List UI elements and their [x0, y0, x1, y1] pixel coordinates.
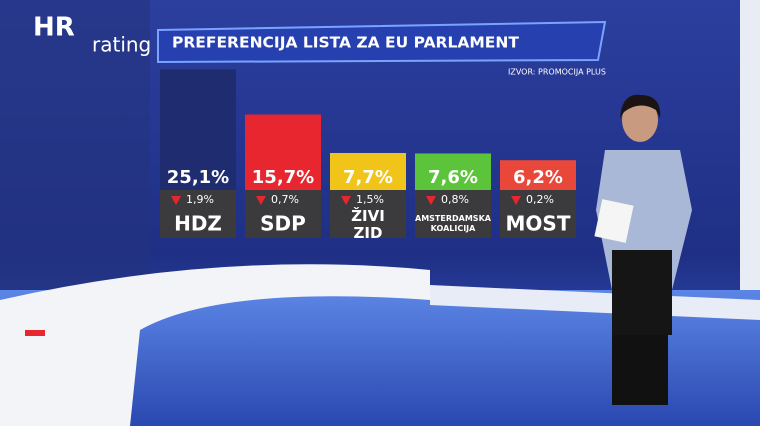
value-label: 6,2% [513, 167, 563, 188]
chart-subtitle: IZVOR: PROMOCIJA PLUS [508, 68, 606, 77]
desk-edge [430, 285, 760, 320]
change-label: 0,2% [526, 193, 554, 206]
change-arrow [341, 196, 351, 205]
category-label: HDZ [174, 212, 222, 236]
presenter-hair [620, 94, 661, 118]
presenter-head [622, 98, 658, 142]
change-arrow [511, 196, 521, 205]
logo-main: HR [33, 13, 75, 43]
logo-sub: rating [92, 33, 151, 57]
category-label: SDP [260, 212, 306, 236]
change-label: 1,5% [356, 193, 384, 206]
value-label: 15,7% [252, 167, 314, 188]
presenter [594, 94, 692, 405]
desk [0, 264, 430, 426]
presenter-legs [612, 330, 668, 405]
bar [330, 152, 406, 190]
presenter-notes [594, 199, 634, 243]
desk-light [25, 330, 45, 336]
bar [415, 153, 491, 190]
bar [160, 69, 236, 190]
change-label: 0,7% [271, 193, 299, 206]
change-arrow [426, 196, 436, 205]
chart-title: PREFERENCIJA LISTA ZA EU PARLAMENT [172, 34, 519, 52]
value-label: 7,6% [428, 167, 478, 188]
category-label: ŽIVI ZID [351, 206, 385, 242]
presenter-trousers [612, 250, 672, 335]
change-arrow [171, 196, 181, 205]
bars: 25,1% 1,9% HDZ 15,7% 0,7% SDP 7,7% 1,5%ŽIVI ZID 7… [160, 69, 576, 242]
wall-edge [740, 0, 760, 300]
bar [245, 114, 321, 190]
category-label: AMSTERDAMSKA KOALICIJA [415, 214, 492, 233]
title-banner [157, 20, 607, 64]
category-label: MOST [506, 212, 571, 236]
value-label: 7,7% [343, 167, 393, 188]
change-label: 0,8% [441, 193, 469, 206]
change-arrow [256, 196, 266, 205]
bar [500, 160, 576, 190]
wall-panel [0, 0, 150, 300]
change-label: 1,9% [186, 193, 214, 206]
value-label: 25,1% [167, 167, 229, 188]
